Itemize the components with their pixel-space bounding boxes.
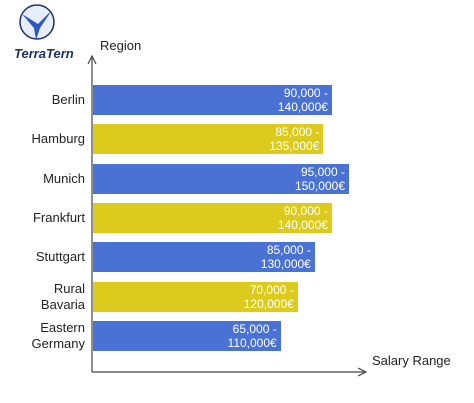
bar [93,85,332,115]
value-label: 70,000 - 120,000€ [243,282,294,311]
value-label: 90,000 - 140,000€ [277,203,328,232]
y-tick-label: Berlin [51,92,85,107]
bar [93,163,349,194]
x-arrow [357,367,368,377]
value-label: 85,000 - 130,000€ [260,243,311,272]
value-label: 90,000 - 140,000€ [277,86,328,114]
logo-icon [19,4,55,40]
y-arrow [87,54,97,65]
value-label: 85,000 - 135,000€ [269,125,320,154]
bar [93,242,315,273]
y-tick-label: Stuttgart [35,249,85,265]
x-axis-label: Salary Range [372,353,451,368]
y-tick-label: Hamburg [31,131,85,147]
bar [93,320,281,351]
bar [93,281,298,312]
value-label: 65,000 - 110,000€ [227,321,277,350]
logo-text: TerraTern [14,46,74,61]
y-tick-label: Rural Bavaria [40,280,85,312]
y-axis-label: Region [100,38,142,53]
y-tick-label: Eastern Germany [31,319,85,351]
bar [93,202,332,233]
y-tick-label: Munich [43,170,85,186]
y-tick-label: Frankfurt [32,209,85,225]
bar [93,124,324,155]
value-label: 95,000 - 150,000€ [294,164,345,193]
